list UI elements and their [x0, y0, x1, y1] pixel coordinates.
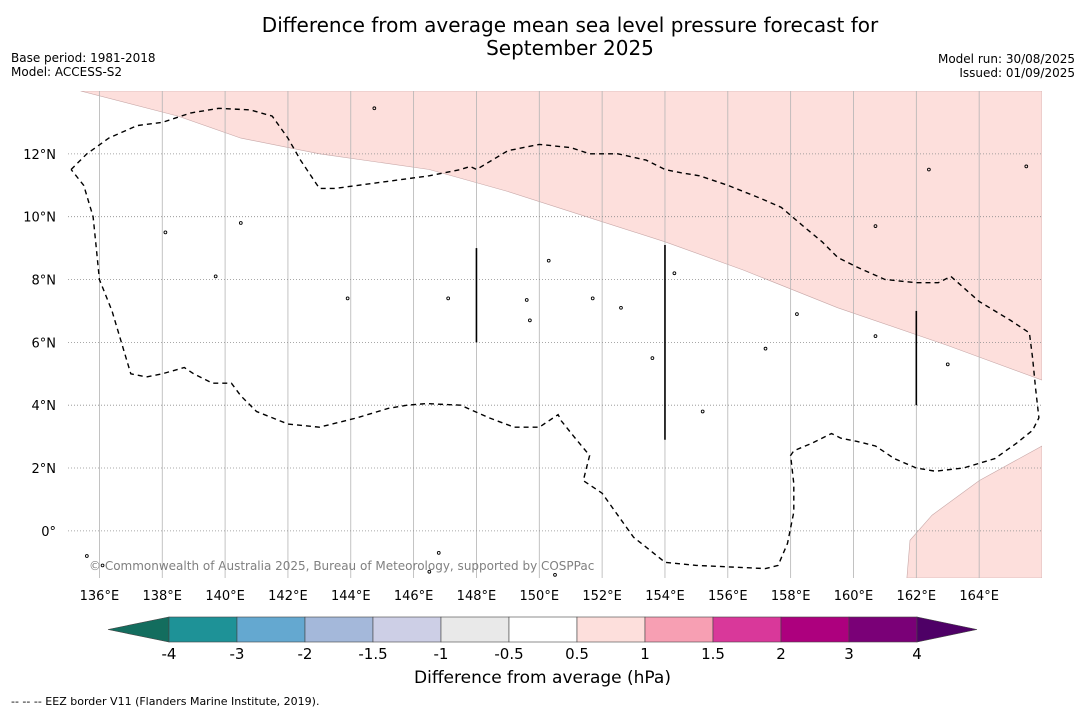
base-period-label: Base period: 1981-2018: [11, 51, 156, 65]
island-outline: [372, 106, 377, 111]
island-outline: [672, 271, 677, 276]
island-outline: [446, 296, 451, 301]
lat-tick-label: 0°: [41, 525, 56, 540]
island-outline: [945, 362, 950, 367]
chart-title: Difference from average mean sea level p…: [0, 14, 1085, 60]
colorbar-bin: [712, 616, 782, 643]
lon-tick-label: 148°E: [457, 589, 497, 604]
colorbar-tick-label: 1: [640, 645, 650, 663]
copyright-text: © Commonwealth of Australia 2025, Bureau…: [89, 559, 594, 573]
colorbar-tick-label: 0.5: [565, 645, 589, 663]
lon-tick-label: 154°E: [645, 589, 685, 604]
island-outline: [763, 346, 768, 351]
colorbar-tick-label: -1: [434, 645, 449, 663]
latitude-tick-labels: 12°N 10°N 8°N 6°N 4°N 2°N 0°: [23, 148, 56, 540]
colorbar-tick-label: 1.5: [701, 645, 725, 663]
positive-anomaly-region-0: [80, 91, 1042, 381]
island-outline: [163, 230, 168, 235]
colorbar-tick-label: -3: [230, 645, 245, 663]
island-outline: [546, 258, 551, 263]
island-outline: [238, 221, 243, 225]
lon-tick-label: 144°E: [331, 589, 371, 604]
colorbar-high-extend: [916, 616, 978, 643]
colorbar-bin: [780, 616, 850, 643]
eez-border-layer: [70, 107, 1040, 570]
island-outline: [436, 551, 441, 555]
lat-tick-label: 6°N: [32, 336, 57, 351]
island-outline: [795, 312, 799, 316]
colorbar-tick-label: -4: [162, 645, 177, 663]
colorbar-bin: [304, 616, 374, 643]
island-outline: [927, 167, 931, 172]
lat-tick-label: 8°N: [32, 274, 57, 289]
colorbar: -4 -3 -2 -1.5 -1 -0.5 0.5 1 1.5 2 3 4: [107, 616, 978, 663]
colorbar-tick-label: 2: [776, 645, 786, 663]
lon-tick-label: 140°E: [205, 589, 245, 604]
colorbar-bin: [576, 616, 646, 643]
colorbar-low-extend: [107, 616, 170, 643]
meta-left: Base period: 1981-2018 Model: ACCESS-S2: [11, 51, 156, 79]
colorbar-bin: [508, 616, 578, 643]
issued-label: Issued: 01/09/2025: [959, 66, 1075, 80]
colorbar-bin: [236, 616, 306, 643]
colorbar-tick-label: 3: [844, 645, 854, 663]
island-outline: [528, 318, 532, 323]
island-outline: [619, 305, 623, 310]
model-label: Model: ACCESS-S2: [11, 65, 123, 79]
positive-anomaly-layer: [80, 91, 1042, 578]
island-outline: [100, 563, 105, 568]
colorbar-tick-label: -2: [298, 645, 313, 663]
island-outline: [345, 296, 350, 301]
island-outline: [873, 334, 878, 338]
model-run-label: Model run: 30/08/2025: [937, 52, 1075, 66]
colorbar-tick-label: -0.5: [494, 645, 523, 663]
lat-tick-label: 4°N: [32, 399, 57, 414]
lon-tick-label: 156°E: [708, 589, 748, 604]
lat-tick-label: 10°N: [23, 211, 56, 226]
longitude-tick-labels: 136°E 138°E 140°E 142°E 144°E 146°E 148°E 150°E…: [80, 589, 999, 604]
island-outline: [213, 274, 218, 279]
lon-tick-label: 136°E: [80, 589, 120, 604]
chart-title-line2: September 2025: [486, 36, 654, 60]
island-outline: [590, 296, 595, 301]
lon-tick-label: 142°E: [268, 589, 308, 604]
island-outline: [873, 224, 878, 228]
colorbar-title: Difference from average (hPa): [414, 668, 671, 688]
island-outline: [524, 298, 529, 302]
meta-right: Model run: 30/08/2025 Issued: 01/09/2025: [938, 52, 1075, 80]
colorbar-tick-label: -1.5: [358, 645, 387, 663]
lon-tick-label: 164°E: [959, 589, 999, 604]
lon-tick-label: 150°E: [520, 589, 560, 604]
footer-note: -- -- -- EEZ border V11 (Flanders Marine…: [11, 695, 320, 708]
colorbar-bin: [440, 616, 510, 643]
colorbar-bin: [168, 616, 238, 643]
colorbar-bin: [644, 616, 714, 643]
lon-tick-label: 152°E: [582, 589, 622, 604]
island-outline: [427, 569, 432, 574]
lat-tick-label: 12°N: [23, 148, 56, 163]
lon-tick-label: 138°E: [142, 589, 182, 604]
islands-layer: [85, 106, 1029, 577]
colorbar-tick-label: 4: [912, 645, 922, 663]
island-outline: [1024, 164, 1029, 169]
lat-tick-label: 2°N: [32, 462, 57, 477]
chart-title-line1: Difference from average mean sea level p…: [261, 13, 879, 37]
lon-tick-label: 160°E: [834, 589, 874, 604]
colorbar-bin: [848, 616, 918, 643]
island-outline: [553, 573, 557, 577]
island-outline: [85, 554, 89, 558]
lon-tick-label: 162°E: [897, 589, 937, 604]
colorbar-bin: [372, 616, 442, 643]
island-outline: [650, 356, 655, 360]
lon-tick-label: 158°E: [771, 589, 811, 604]
island-outline: [700, 409, 705, 414]
lon-tick-label: 146°E: [394, 589, 434, 604]
